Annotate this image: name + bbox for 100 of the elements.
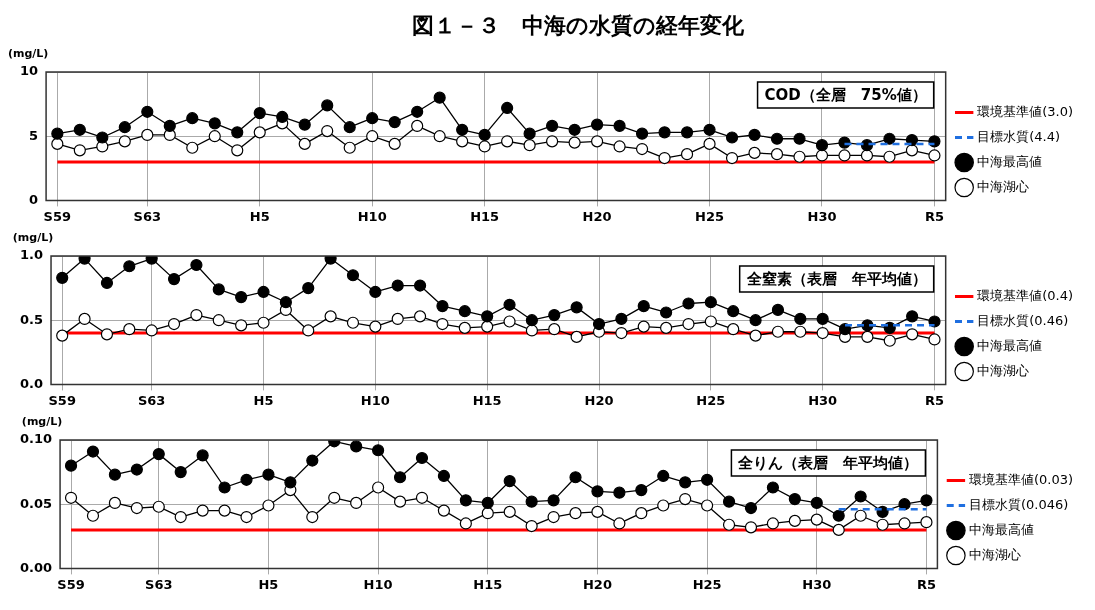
point [503, 474, 516, 488]
point [298, 137, 311, 150]
point [130, 501, 143, 515]
point [186, 141, 199, 154]
point [152, 448, 165, 461]
point [525, 314, 539, 327]
point [302, 282, 315, 295]
point [637, 299, 650, 313]
y-axis-title: (mg/L) [12, 231, 54, 245]
point [218, 481, 231, 494]
legend-label: 中海最高値 [977, 337, 1043, 353]
x-tick-label: H10 [363, 576, 393, 592]
x-tick-label: H5 [249, 208, 270, 224]
x-tick-label: S59 [48, 392, 76, 408]
point [928, 149, 941, 162]
point [437, 504, 451, 517]
point [590, 135, 604, 148]
point [369, 285, 382, 299]
point [196, 449, 209, 462]
point [906, 310, 919, 323]
point [615, 312, 628, 326]
point [591, 485, 604, 498]
point [523, 127, 536, 140]
point [766, 481, 780, 494]
y-axis-title: (mg/L) [7, 47, 49, 61]
point [883, 132, 896, 145]
point [679, 492, 692, 506]
x-tick-label: H25 [695, 208, 725, 224]
point [123, 260, 136, 273]
point [141, 128, 154, 142]
point [478, 128, 491, 142]
point [163, 119, 176, 133]
point [591, 505, 604, 518]
point [637, 320, 650, 333]
point [108, 496, 122, 510]
point [302, 324, 315, 337]
point [388, 137, 401, 150]
point [928, 135, 941, 148]
point [346, 269, 360, 282]
point [722, 518, 736, 531]
point [123, 323, 136, 336]
point [343, 121, 356, 134]
point [73, 123, 86, 136]
legend-label: 中海最高値 [977, 153, 1043, 169]
point [568, 136, 581, 149]
point [547, 494, 560, 507]
point [613, 517, 626, 530]
point [748, 128, 761, 142]
legend-label: 目標水質(4.4) [977, 128, 1061, 144]
legend-label: 中海湖心 [977, 362, 1030, 378]
point [727, 305, 740, 318]
point [501, 101, 514, 115]
point [218, 504, 231, 517]
point [682, 317, 695, 331]
point [788, 492, 801, 506]
point [393, 471, 407, 484]
legend-label: 環境基準値(0.03) [968, 471, 1073, 487]
point [51, 127, 64, 140]
point [411, 119, 424, 133]
point [657, 469, 670, 483]
point [816, 312, 829, 326]
point [391, 279, 404, 292]
point [100, 328, 114, 341]
x-tick-label: R5 [924, 208, 944, 224]
x-tick-label: H30 [807, 208, 837, 224]
y-tick-label: 10 [20, 63, 39, 79]
point [235, 319, 248, 332]
point [703, 123, 716, 136]
point [96, 131, 109, 144]
point [350, 440, 363, 453]
point [51, 137, 64, 150]
x-tick-label: H5 [253, 392, 274, 408]
point [876, 518, 889, 531]
point [680, 148, 694, 161]
point [657, 499, 670, 512]
x-tick-label: H25 [692, 576, 722, 592]
legend-label: 中海湖心 [968, 546, 1021, 562]
point [523, 139, 536, 152]
point [130, 463, 143, 476]
legend-label: 環境基準値(3.0) [977, 103, 1074, 119]
point [569, 471, 582, 484]
point [592, 317, 606, 331]
annotation: 全窒素（表層 年平均値） [745, 269, 927, 288]
point [635, 142, 649, 156]
x-tick-label: R5 [924, 392, 945, 408]
point [928, 333, 941, 346]
point [437, 469, 451, 483]
x-tick-label: H30 [802, 576, 832, 592]
point [235, 290, 248, 304]
point [770, 148, 784, 161]
point [546, 135, 559, 148]
legend-label: 環境基準値(0.4) [977, 287, 1074, 303]
point [481, 320, 494, 333]
point [458, 305, 471, 318]
y-tick-label: 0 [29, 191, 39, 207]
point [306, 510, 319, 524]
x-tick-label: H10 [360, 392, 390, 408]
point [794, 325, 807, 338]
point [766, 517, 780, 530]
y-tick-label: 0.00 [20, 559, 53, 575]
